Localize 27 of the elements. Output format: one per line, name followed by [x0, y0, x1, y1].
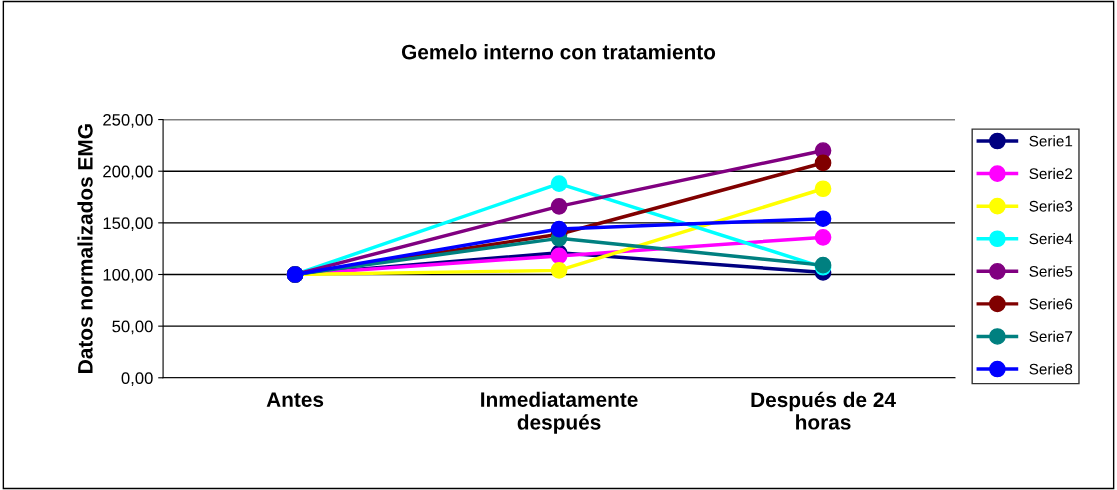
point — [550, 175, 568, 192]
chart-title: Gemelo interno con tratamiento — [401, 44, 716, 60]
y-tick-label: 150,00 — [103, 217, 153, 232]
y-tick-label: 100,00 — [103, 268, 153, 283]
legend-label: Serie1 — [1029, 135, 1073, 147]
legend-label: Serie2 — [1029, 167, 1073, 180]
y-axis-title: Datos normalizados EMG — [77, 124, 93, 373]
y-tick-label: 250,00 — [103, 113, 153, 128]
legend-label: Serie8 — [1029, 363, 1073, 375]
point — [550, 262, 568, 279]
legend-label: Serie5 — [1029, 265, 1073, 277]
legend-label: Serie4 — [1029, 233, 1073, 245]
legend-label: Serie3 — [1029, 200, 1073, 212]
point — [814, 228, 832, 246]
x-tick-label: Inmediatamente después — [481, 391, 638, 434]
y-tick-label: 0,00 — [121, 372, 153, 386]
legend-label: Serie6 — [1029, 298, 1073, 310]
legend-label: Serie7 — [1029, 330, 1073, 342]
x-tick-label: Después de 24 horas — [751, 391, 896, 430]
point — [814, 210, 832, 228]
point — [550, 197, 568, 215]
point — [550, 220, 568, 238]
point — [814, 180, 832, 198]
x-tick-label: Antes — [266, 392, 324, 407]
point — [814, 154, 832, 172]
y-tick-label: 50,00 — [112, 320, 153, 335]
y-tick-label: 200,00 — [103, 165, 153, 180]
